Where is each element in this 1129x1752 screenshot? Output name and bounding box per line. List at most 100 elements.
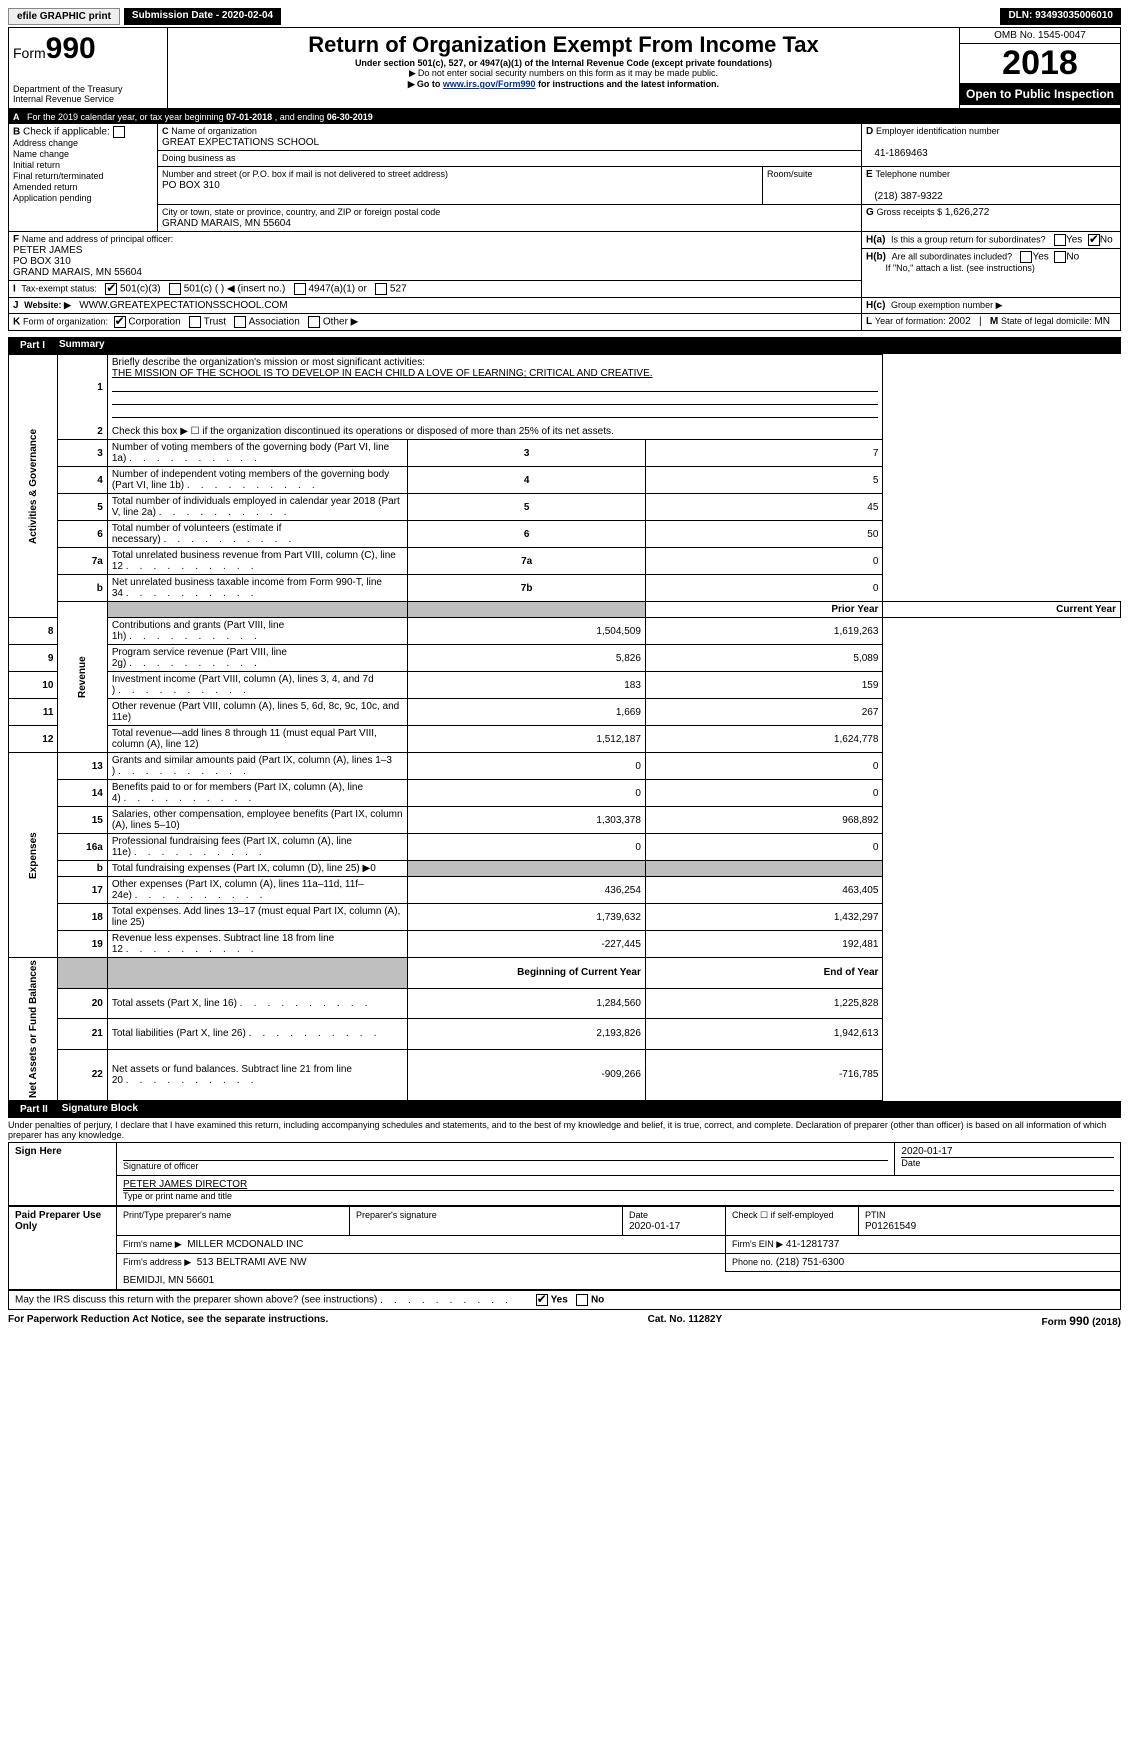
exp-prior-16b — [408, 861, 646, 877]
net-curr-20: 1,225,828 — [645, 988, 883, 1019]
q1-label: Briefly describe the organization's miss… — [112, 357, 425, 368]
trust-checkbox[interactable] — [189, 316, 201, 328]
rev-txt-11: Other revenue (Part VIII, column (A), li… — [107, 699, 408, 726]
address-change-checkbox[interactable] — [113, 126, 125, 138]
discuss-no-label: No — [591, 1295, 604, 1306]
line-A-label: For the 2019 calendar year, or tax year … — [27, 112, 226, 122]
exp-num-17: 17 — [58, 877, 107, 904]
vtab-revenue: Revenue — [58, 602, 107, 753]
501c3-checkbox[interactable] — [105, 283, 117, 295]
501c-checkbox[interactable] — [169, 283, 181, 295]
efile-button[interactable]: efile GRAPHIC print — [8, 8, 120, 25]
mission-line-2 — [112, 392, 879, 405]
Hc-label: Group exemption number ▶ — [891, 300, 1002, 310]
net-prior-22: -909,266 — [408, 1049, 646, 1101]
exp-txt-13: Grants and similar amounts paid (Part IX… — [112, 755, 392, 777]
Ha-no-label: No — [1100, 235, 1113, 246]
527-checkbox[interactable] — [375, 283, 387, 295]
form-number-text: 990 — [46, 32, 96, 65]
net-num-21: 21 — [58, 1019, 107, 1050]
rev-txt-8: Contributions and grants (Part VIII, lin… — [112, 620, 284, 642]
opt-trust: Trust — [204, 317, 226, 328]
col-print-label: Print/Type preparer's name — [123, 1210, 231, 1220]
org-name-label: Name of organization — [171, 126, 257, 136]
Ha-yes-checkbox[interactable] — [1054, 234, 1066, 246]
domicile-value: MN — [1094, 316, 1110, 327]
officer-label: Name and address of principal officer: — [22, 234, 173, 244]
opt-4947: 4947(a)(1) or — [308, 284, 366, 295]
corp-checkbox[interactable] — [114, 316, 126, 328]
ein-label: Employer identification number — [876, 126, 1000, 136]
type-name-label: Type or print name and title — [123, 1191, 232, 1201]
ptin-label: PTIN — [865, 1210, 886, 1220]
part1-heading: Summary — [59, 339, 105, 352]
gov-col-3: 3 — [408, 440, 646, 467]
omb-number: OMB No. 1545-0047 — [960, 28, 1120, 44]
rev-txt-12: Total revenue—add lines 8 through 11 (mu… — [107, 726, 408, 753]
gov-col-7b: 7b — [408, 575, 646, 602]
col-date-label: Date — [629, 1210, 648, 1220]
page-footer: For Paperwork Reduction Act Notice, see … — [8, 1314, 1121, 1328]
top-bar: efile GRAPHIC print Submission Date - 20… — [8, 8, 1121, 25]
opt-assoc: Association — [249, 317, 300, 328]
submission-date-box: Submission Date - 2020-02-04 — [124, 8, 281, 25]
gov-col-6: 6 — [408, 521, 646, 548]
gov-txt-3: Number of voting members of the governin… — [112, 442, 389, 464]
gov-txt-5: Total number of individuals employed in … — [112, 496, 400, 518]
prep-date-value: 2020-01-17 — [629, 1221, 680, 1232]
b-item-2: Initial return — [13, 160, 60, 170]
gov-val-5: 45 — [645, 494, 883, 521]
discuss-yes-checkbox[interactable] — [536, 1294, 548, 1306]
rev-curr-9: 5,089 — [645, 645, 883, 672]
open-public-badge: Open to Public Inspection — [960, 83, 1120, 105]
assoc-checkbox[interactable] — [234, 316, 246, 328]
tax-status-label: Tax-exempt status: — [21, 284, 97, 294]
b-item-5: Application pending — [13, 193, 92, 203]
irs-label: Internal Revenue Service — [13, 94, 163, 104]
col-sig-label: Preparer's signature — [356, 1210, 437, 1220]
Hb-no-label: No — [1066, 252, 1079, 263]
vtab-expenses: Expenses — [9, 753, 58, 958]
exp-prior-13: 0 — [408, 753, 646, 780]
line-A-mid: , and ending — [275, 112, 327, 122]
submission-label: Submission Date - — [132, 10, 222, 21]
opt-501c3: 501(c)(3) — [120, 284, 161, 295]
exp-prior-14: 0 — [408, 780, 646, 807]
col-prior-header: Prior Year — [645, 602, 883, 618]
officer-city: GRAND MARAIS, MN 55604 — [13, 267, 142, 278]
tax-year: 2018 — [960, 44, 1120, 83]
part1-label: Part I — [14, 339, 51, 352]
gross-receipts-value: 1,626,272 — [945, 207, 990, 218]
Hb-yes-checkbox[interactable] — [1020, 251, 1032, 263]
Hb-note: If "No," attach a list. (see instruction… — [885, 263, 1034, 273]
gov-row-3: 3 Number of voting members of the govern… — [9, 440, 1121, 467]
sig-date-value: 2020-01-17 — [901, 1146, 952, 1157]
q1-text: THE MISSION OF THE SCHOOL IS TO DEVELOP … — [112, 368, 653, 379]
goto-note: Go to www.irs.gov/Form990 for instructio… — [172, 79, 955, 90]
exp-curr-13: 0 — [645, 753, 883, 780]
ssn-note-text: Do not enter social security numbers on … — [418, 68, 718, 78]
net-num-22: 22 — [58, 1049, 107, 1101]
other-checkbox[interactable] — [308, 316, 320, 328]
vtab-net-assets: Net Assets or Fund Balances — [9, 958, 58, 1101]
Ha-no-checkbox[interactable] — [1088, 234, 1100, 246]
website-value: WWW.GREATEXPECTATIONSSCHOOL.COM — [79, 300, 287, 311]
exp-num-16b: b — [58, 861, 107, 877]
net-curr-22: -716,785 — [645, 1049, 883, 1101]
4947-checkbox[interactable] — [294, 283, 306, 295]
exp-prior-17: 436,254 — [408, 877, 646, 904]
net-num-20: 20 — [58, 988, 107, 1019]
website-label: Website: ▶ — [24, 300, 71, 310]
Hb-no-checkbox[interactable] — [1054, 251, 1066, 263]
gov-num-5: 5 — [58, 494, 107, 521]
opt-501c: 501(c) ( ) ◀ (insert no.) — [184, 284, 286, 295]
perjury-statement: Under penalties of perjury, I declare th… — [8, 1118, 1121, 1142]
exp-curr-14: 0 — [645, 780, 883, 807]
col-begin-header: Beginning of Current Year — [408, 958, 646, 989]
form990-link[interactable]: www.irs.gov/Form990 — [443, 79, 536, 89]
discuss-no-checkbox[interactable] — [576, 1294, 588, 1306]
part2-label: Part II — [14, 1103, 54, 1116]
gov-val-7a: 0 — [645, 548, 883, 575]
vtab-governance: Activities & Governance — [9, 355, 58, 618]
domicile-label: State of legal domicile: — [1001, 316, 1092, 326]
